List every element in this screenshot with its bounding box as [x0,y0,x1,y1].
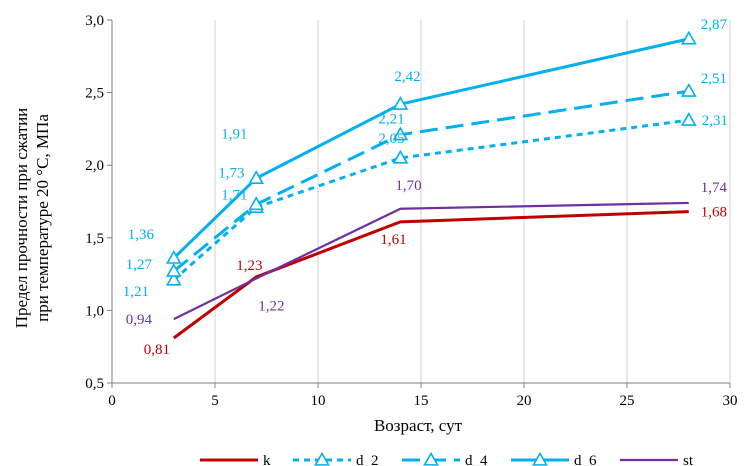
data-label-d-4: 1,73 [218,165,244,181]
series-line-d-4 [172,89,690,273]
data-point-d-6 [392,96,409,110]
legend-label-d-2: d_2 [356,453,379,466]
data-point-d-6 [680,30,697,45]
y-axis-title-line-1: Предел прочности при сжатии [12,108,31,329]
data-label-k: 1,23 [236,258,262,274]
x-tick-label: 5 [211,393,219,409]
data-label-d-2: 2,31 [702,113,728,129]
axes: 0 5 10 15 20 25 30 0,5 1,0 1,5 2,0 2,5 3,0 [85,13,737,409]
series-line-k [172,210,689,340]
data-label-d-4: 2,51 [701,71,727,87]
data-label-k: 0,81 [144,342,170,358]
legend-label-k: k [263,453,271,466]
data-point-d-6 [248,170,265,184]
data-point-d-4 [165,263,182,277]
data-label-d-2: 1,21 [123,284,149,300]
y-tick-label: 3,0 [85,13,104,29]
x-tick-label: 30 [723,393,738,409]
y-tick-label: 1,0 [85,303,104,319]
y-tick-label: 0,5 [85,376,104,392]
data-label-st: 1,74 [701,180,728,196]
legend-marker-d-4 [423,451,439,466]
series-lines [165,30,697,340]
grid [214,20,731,383]
data-point-d-2 [680,112,697,126]
y-tick-label: 2,0 [85,158,104,174]
data-label-d-4: 1,27 [126,257,153,273]
data-point-d-6 [165,250,182,264]
data-label-k: 1,68 [701,205,727,221]
data-label-st: 1,70 [395,178,421,194]
data-label-d-6: 1,36 [128,227,155,243]
legend-label-d-4: d_4 [465,453,488,466]
x-tick-label: 20 [517,393,532,409]
data-label-d-6: 1,91 [221,126,247,142]
data-label-k: 1,61 [380,232,406,248]
data-point-d-2 [392,149,409,164]
series-line-d-2 [172,118,689,282]
legend-label-st: st [683,453,694,466]
data-label-d-2: 1,71 [221,187,247,203]
data-point-d-4 [392,126,409,141]
data-point-d-4 [248,196,265,211]
legend-label-d-6: d_6 [574,453,597,466]
legend-marker-d-6 [532,451,548,466]
data-label-st: 1,22 [258,298,284,314]
y-tick-label: 2,5 [85,86,104,102]
x-axis-title: Возраст, сут [374,416,463,435]
x-tick-label: 15 [414,393,429,409]
data-label-d-4: 2,21 [378,112,404,128]
legend-marker-d-2 [314,451,330,466]
data-label-d-6: 2,42 [394,69,420,85]
data-label-st: 0,94 [126,312,153,328]
y-axis-title-line-2: при температуре 20 °С, МПа [33,114,52,322]
data-labels: 0,81 1,23 1,61 1,68 1,21 1,71 2,05 2,31 1,27 1,73… [123,17,728,358]
series-line-st [173,201,689,321]
x-tick-label: 0 [108,393,116,409]
y-tick-label: 1,5 [85,231,104,247]
data-label-d-6: 2,87 [701,17,728,33]
x-tick-label: 10 [311,393,326,409]
data-label-d-2: 2,05 [378,131,404,147]
data-point-d-2 [165,271,182,286]
x-tick-label: 25 [620,393,635,409]
data-point-d-4 [680,83,697,97]
series-line-d-6 [172,37,690,260]
legend: k d_2 d_4 d_6 st [200,451,694,466]
